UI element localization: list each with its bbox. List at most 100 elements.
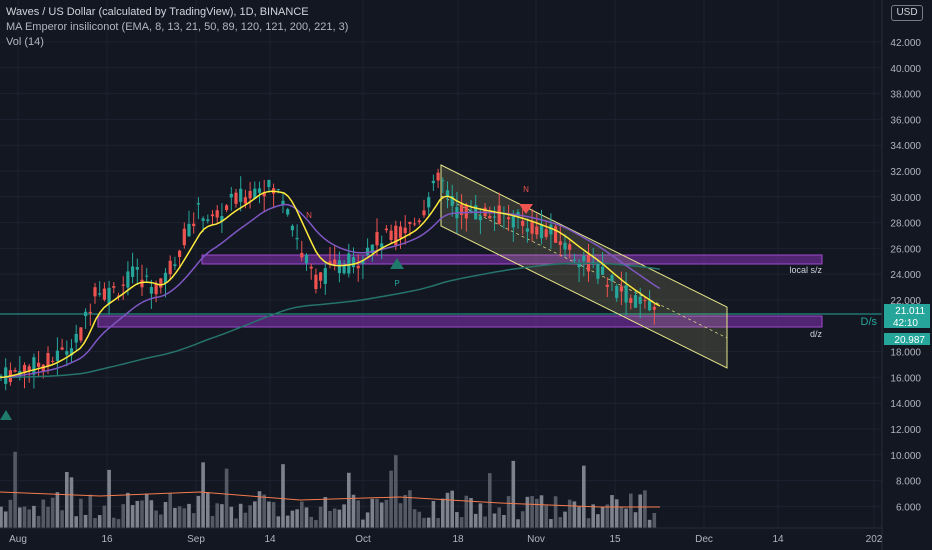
candle-body [643,300,647,302]
volume-bar [492,513,497,528]
volume-bar [60,510,64,528]
candle-body [182,228,186,246]
candle-body [300,252,304,258]
volume-bar [285,515,290,528]
volume-bar [511,460,516,528]
candle-body [544,229,548,237]
candle-body [558,241,562,245]
candle-body [530,222,534,234]
volume-bar [342,504,346,528]
candle-body [436,172,440,181]
candle-body [337,260,341,274]
candle-body [295,238,299,240]
channel-midline [440,195,728,339]
currency-button[interactable]: USD [891,5,923,21]
candle-body [187,223,191,237]
candle-body [225,205,229,211]
candle-body [328,261,332,265]
candle-body [521,220,525,226]
price-tick-label: 34.000 [890,141,921,152]
volume-bar [41,499,46,528]
candle-body [497,205,501,224]
candle-body [577,263,581,268]
volume-bar [32,505,36,528]
candle-body [511,214,515,228]
candle-body [394,225,398,246]
candle-body [380,243,384,248]
indicator-label: MA Emperor insiliconot (EMA, 8, 13, 21, … [6,21,349,33]
volume-bar [65,471,69,528]
volume-bar [304,507,309,528]
volume-bar [577,506,581,528]
volume-bar [140,500,144,528]
candle-body [121,284,125,286]
volume-bar [229,506,234,528]
candle-body [37,362,41,367]
volume-bar [394,455,398,528]
candle-body [413,223,417,225]
volume-ma-line [0,491,660,508]
candle-body [539,224,544,239]
volume-bar [159,514,163,528]
candle-body [549,224,553,235]
price-tick-label: 38.000 [890,90,921,101]
volume-bar [168,493,172,528]
candle-body [135,267,139,270]
candle-body [239,188,243,202]
candle-body [276,189,280,191]
volume-bar [130,505,135,528]
local-sz-label: local s/z [789,265,822,275]
candle-body [51,360,55,362]
candle-body [65,351,69,355]
dz-label: d/z [810,329,823,339]
volume-bar [83,514,88,528]
candle-body [192,223,196,227]
marker-n-label: N [523,185,529,194]
candle-body [145,275,149,277]
candle-body [22,364,27,374]
volume-bar [643,490,647,528]
time-tick-label: Nov [527,534,545,545]
candle-body [168,260,172,275]
candle-body [281,200,285,205]
candle-body [652,306,656,310]
candle-body [333,259,337,265]
volume-bar [459,517,464,528]
candle-body [206,219,210,222]
price-tick-label: 14.000 [890,399,921,410]
last-price-tag [884,304,930,316]
candle-body [13,370,17,372]
candle-body [196,203,200,205]
volume-bar [624,508,628,528]
candle-body [243,197,247,204]
volume-bar [135,500,140,528]
volume-bar [403,494,407,528]
candle-body [41,364,45,373]
time-tick-label: Sep [187,534,205,545]
candle-body [173,264,177,266]
candle-body [342,265,346,274]
volume-bar [563,511,567,528]
candle-body [290,225,294,231]
volume-bar [243,512,248,528]
candle-body [267,179,271,188]
volume-bar [638,494,642,528]
volume-bar [417,511,422,528]
volume-bar [74,516,78,528]
volume-bar [262,494,266,528]
volume-bar [248,505,252,528]
time-tick-label: 16 [101,534,113,545]
volume-bar [431,501,436,528]
candle-body [234,192,238,204]
volume-bar [36,515,41,528]
volume-bar [384,499,389,528]
candle-body [610,275,614,282]
candle-body [488,215,492,219]
volume-bar [544,505,548,528]
volume-bar [116,519,121,528]
volume-bar [502,514,506,528]
candle-body [648,300,652,311]
volume-bar [3,511,8,528]
volume-label: Vol (14) [6,36,44,48]
